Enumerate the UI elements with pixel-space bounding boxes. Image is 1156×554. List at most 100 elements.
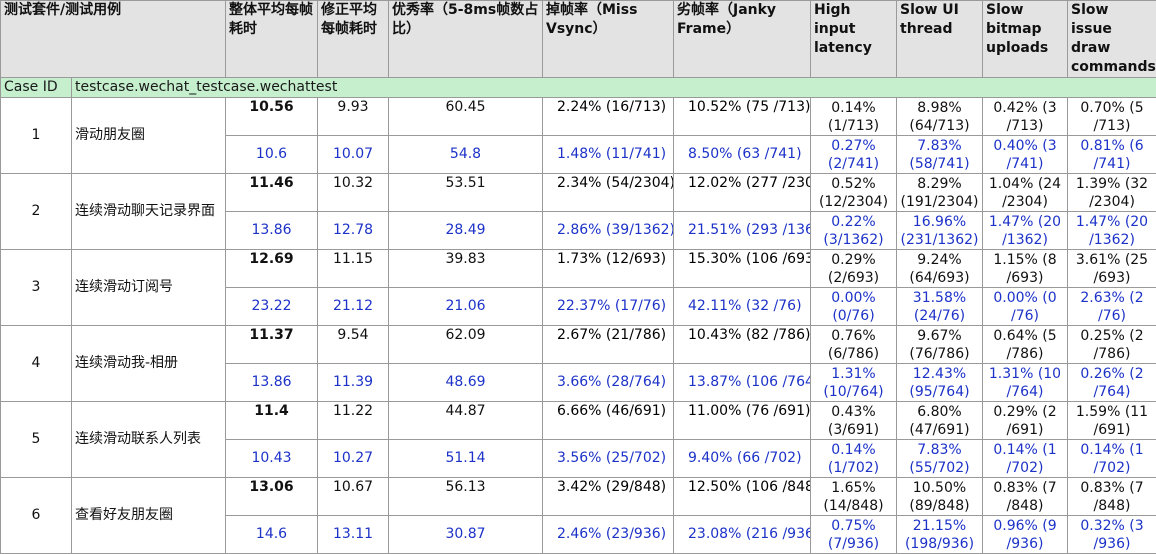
table-cell: 10.27 [318, 440, 389, 478]
table-cell: 9.24% (64/693) [897, 250, 983, 288]
header-row: 测试套件/测试用例 整体平均每帧耗时 修正平均每帧耗时 优秀率（5-8ms帧数占… [1, 1, 1156, 78]
table-cell: 10.43% (82 /786) [674, 326, 811, 364]
table-cell: 1.59% (11 /691) [1068, 402, 1156, 440]
table-cell: 21.06 [389, 288, 543, 326]
table-cell: 13.86 [226, 364, 318, 402]
table-cell: 11.22 [318, 402, 389, 440]
table-cell: 9.67% (76/786) [897, 326, 983, 364]
table-cell: 2.46% (23/936) [543, 516, 674, 554]
table-cell: 10.32 [318, 174, 389, 212]
table-cell: 0.76% (6/786) [811, 326, 897, 364]
table-cell: 0.22% (3/1362) [811, 212, 897, 250]
header-high-input-latency: High input latency [811, 1, 897, 78]
case-number: 4 [1, 326, 72, 402]
table-cell: 11.00% (76 /691) [674, 402, 811, 440]
table-cell: 56.13 [389, 478, 543, 516]
table-cell: 53.51 [389, 174, 543, 212]
table-cell: 9.93 [318, 98, 389, 136]
table-cell: 9.40% (66 /702) [674, 440, 811, 478]
case-id-row: Case ID testcase.wechat_testcase.wechatt… [1, 78, 1156, 98]
table-cell: 7.83% (55/702) [897, 440, 983, 478]
table-cell: 7.83% (58/741) [897, 136, 983, 174]
case-name: 连续滑动联系人列表 [72, 402, 226, 478]
table-cell: 62.09 [389, 326, 543, 364]
case-name: 连续滑动聊天记录界面 [72, 174, 226, 250]
case-name: 滑动朋友圈 [72, 98, 226, 174]
table-cell: 10.67 [318, 478, 389, 516]
table-cell: 0.64% (5 /786) [983, 326, 1068, 364]
table-cell: 6.80% (47/691) [897, 402, 983, 440]
table-cell: 2.86% (39/1362) [543, 212, 674, 250]
table-cell: 16.96% (231/1362) [897, 212, 983, 250]
table-cell: 10.6 [226, 136, 318, 174]
table-cell: 13.87% (106 /764) [674, 364, 811, 402]
table-cell: 10.52% (75 /713) [674, 98, 811, 136]
table-cell: 0.27% (2/741) [811, 136, 897, 174]
header-excellent-rate: 优秀率（5-8ms帧数占比） [389, 1, 543, 78]
table-cell: 60.45 [389, 98, 543, 136]
table-cell: 12.50% (106 /848) [674, 478, 811, 516]
case-name: 连续滑动订阅号 [72, 250, 226, 326]
table-cell: 10.07 [318, 136, 389, 174]
table-cell: 11.4 [226, 402, 318, 440]
table-cell: 10.56 [226, 98, 318, 136]
case-name: 查看好友朋友圈 [72, 478, 226, 554]
table-cell: 51.14 [389, 440, 543, 478]
table-cell: 1.73% (12/693) [543, 250, 674, 288]
table-cell: 2.34% (54/2304) [543, 174, 674, 212]
table-cell: 0.14% (1/702) [811, 440, 897, 478]
table-cell: 2.63% (2 /76) [1068, 288, 1156, 326]
table-cell: 0.25% (2 /786) [1068, 326, 1156, 364]
table-cell: 11.46 [226, 174, 318, 212]
table-cell: 23.22 [226, 288, 318, 326]
table-cell: 12.43% (95/764) [897, 364, 983, 402]
table-cell: 1.47% (20 /1362) [983, 212, 1068, 250]
table-cell: 0.29% (2/693) [811, 250, 897, 288]
case-number: 2 [1, 174, 72, 250]
table-cell: 21.51% (293 /1362) [674, 212, 811, 250]
table-cell: 3.66% (28/764) [543, 364, 674, 402]
header-suite-case: 测试套件/测试用例 [1, 1, 226, 78]
case-number: 5 [1, 402, 72, 478]
table-cell: 12.02% (277 /2304) [674, 174, 811, 212]
table-cell: 0.00% (0/76) [811, 288, 897, 326]
table-cell: 0.42% (3 /713) [983, 98, 1068, 136]
table-cell: 0.81% (6 /741) [1068, 136, 1156, 174]
table-cell: 13.06 [226, 478, 318, 516]
table-cell: 22.37% (17/76) [543, 288, 674, 326]
table-cell: 0.83% (7 /848) [1068, 478, 1156, 516]
table-cell: 0.00% (0 /76) [983, 288, 1068, 326]
header-slow-issue-draw: Slow issue draw commands [1068, 1, 1156, 78]
header-adjusted-frame-time: 修正平均每帧耗时 [318, 1, 389, 78]
table-cell: 11.15 [318, 250, 389, 288]
table-cell: 0.14% (1/713) [811, 98, 897, 136]
table-cell: 8.98% (64/713) [897, 98, 983, 136]
table-cell: 39.83 [389, 250, 543, 288]
table-cell: 2.67% (21/786) [543, 326, 674, 364]
case-number: 1 [1, 98, 72, 174]
table-cell: 1.31% (10 /764) [983, 364, 1068, 402]
table-cell: 28.49 [389, 212, 543, 250]
table-cell: 1.47% (20 /1362) [1068, 212, 1156, 250]
table-cell: 23.08% (216 /936) [674, 516, 811, 554]
table-cell: 1.31% (10/764) [811, 364, 897, 402]
table-cell: 31.58% (24/76) [897, 288, 983, 326]
table-cell: 48.69 [389, 364, 543, 402]
table-cell: 10.50% (89/848) [897, 478, 983, 516]
table-cell: 54.8 [389, 136, 543, 174]
table-cell: 0.52% (12/2304) [811, 174, 897, 212]
table-cell: 0.14% (1 /702) [1068, 440, 1156, 478]
table-cell: 0.43% (3/691) [811, 402, 897, 440]
table-cell: 11.39 [318, 364, 389, 402]
table-cell: 11.37 [226, 326, 318, 364]
header-janky-frame: 劣帧率（Janky Frame） [674, 1, 811, 78]
table-cell: 12.69 [226, 250, 318, 288]
table-cell: 2.24% (16/713) [543, 98, 674, 136]
table-cell: 0.96% (9 /936) [983, 516, 1068, 554]
